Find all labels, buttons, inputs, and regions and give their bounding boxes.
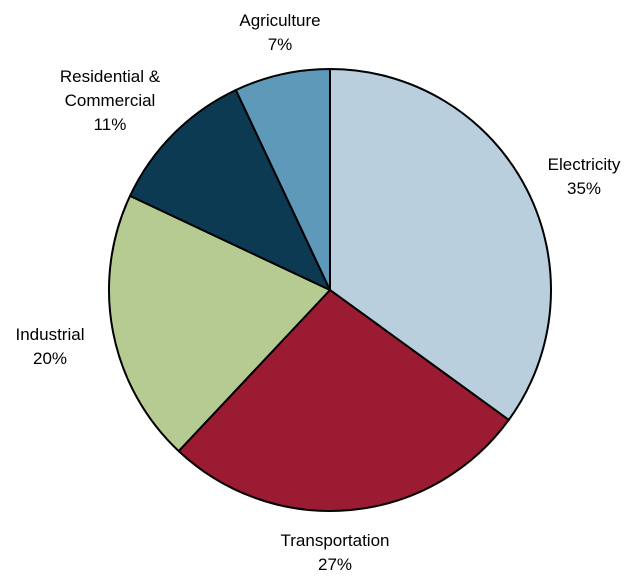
slice-label-percent: 7% bbox=[268, 35, 293, 54]
slice-label-name: Industrial bbox=[16, 325, 85, 344]
slice-label-name: Transportation bbox=[281, 531, 390, 550]
slice-label-percent: 20% bbox=[33, 349, 67, 368]
slice-label-name: Agriculture bbox=[239, 11, 320, 30]
slice-label-name: Electricity bbox=[548, 155, 621, 174]
slice-label-percent: 27% bbox=[318, 555, 352, 574]
slice-label-industrial: Industrial 20% bbox=[16, 325, 85, 368]
slice-label-electricity: Electricity 35% bbox=[548, 155, 621, 198]
pie-slice-transportation bbox=[177, 289, 510, 512]
slice-label-percent: 11% bbox=[94, 115, 127, 134]
slice-label-residential-and-commercial: Residential & Commercial 11% bbox=[60, 67, 161, 134]
slice-label-transportation: Transportation 27% bbox=[281, 531, 390, 574]
slice-label-name: Residential & bbox=[60, 67, 161, 86]
pie-slice-electricity bbox=[329, 68, 552, 421]
pie-slices bbox=[108, 68, 552, 512]
pie-slice-agriculture bbox=[234, 68, 331, 291]
slice-label-agriculture: Agriculture 7% bbox=[239, 11, 320, 54]
slice-label-name: Commercial bbox=[65, 91, 156, 110]
pie-slice-industrial bbox=[108, 194, 331, 453]
pie-labels: Electricity 35% Transportation 27% Industria… bbox=[16, 11, 621, 574]
slice-label-percent: 35% bbox=[567, 179, 601, 198]
pie-slice-residential-and-commercial bbox=[129, 89, 331, 291]
